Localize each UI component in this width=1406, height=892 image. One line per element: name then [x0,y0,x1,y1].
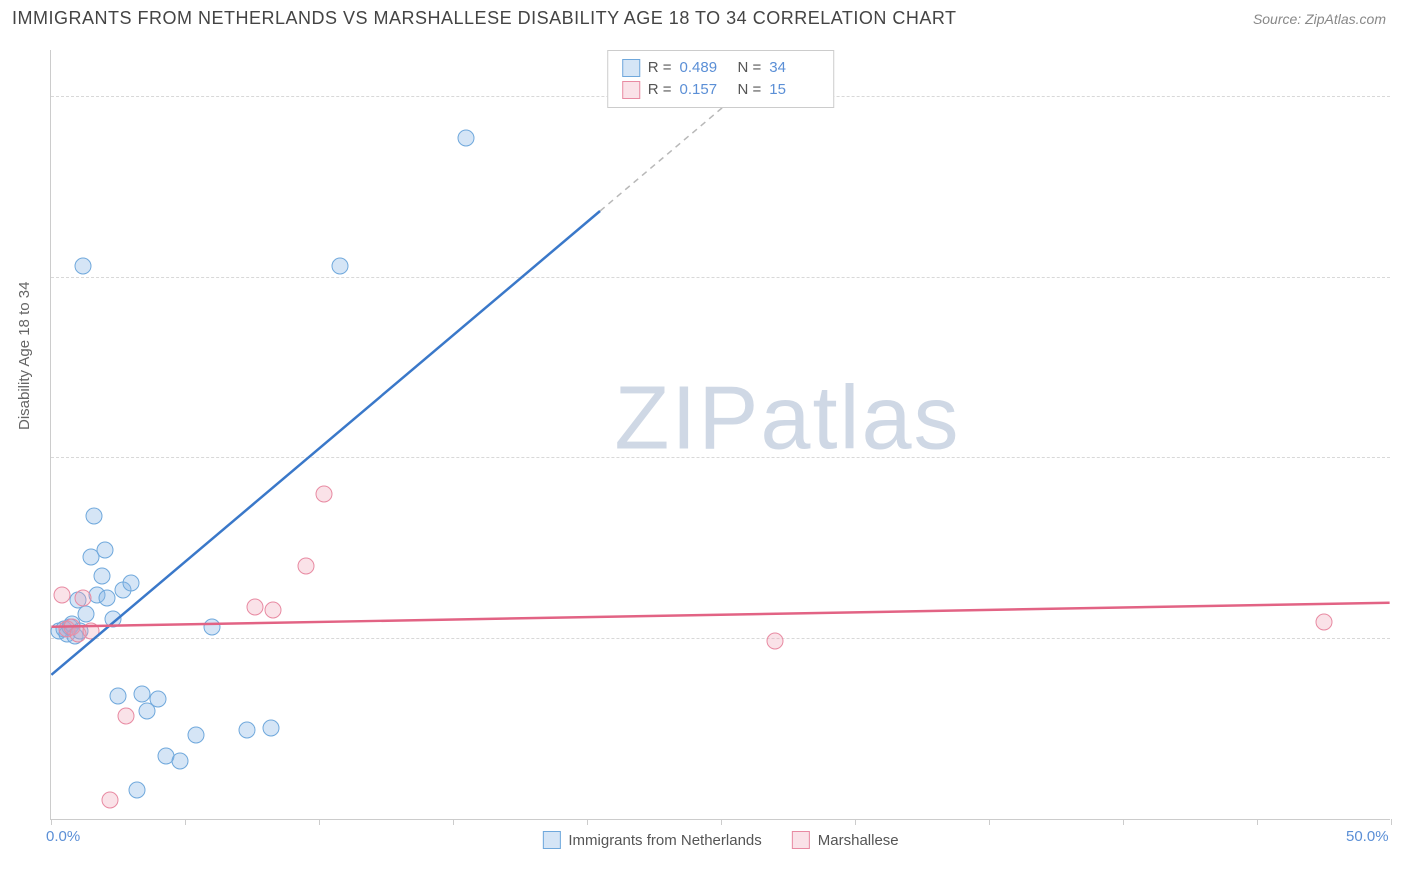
x-tick-label: 0.0% [46,828,80,845]
scatter-point [332,257,349,274]
scatter-point [262,719,279,736]
x-tick [721,819,722,825]
x-tick [1257,819,1258,825]
scatter-point [53,587,70,604]
swatch-blue-icon [622,59,640,77]
series-legend: Immigrants from Netherlands Marshallese [542,831,898,849]
x-tick [587,819,588,825]
x-tick [453,819,454,825]
scatter-point [110,688,127,705]
gridline [51,457,1390,458]
scatter-point [99,589,116,606]
y-tick-label: 15.0% [1395,450,1406,467]
scatter-point [101,791,118,808]
scatter-point [85,507,102,524]
scatter-point [1316,613,1333,630]
scatter-point [297,558,314,575]
x-tick-label: 50.0% [1346,828,1389,845]
swatch-blue-icon [542,831,560,849]
scatter-point [83,623,100,640]
scatter-point [766,632,783,649]
x-tick [1391,819,1392,825]
scatter-point [134,685,151,702]
legend-row-netherlands: R = 0.489 N = 34 [622,57,820,79]
scatter-point [458,130,475,147]
scatter-point [187,726,204,743]
swatch-pink-icon [622,81,640,99]
scatter-point [75,257,92,274]
scatter-point [118,707,135,724]
y-tick-label: 30.0% [1395,89,1406,106]
x-tick [185,819,186,825]
y-tick-label: 22.5% [1395,269,1406,286]
trend-line [51,211,600,675]
legend-row-marshallese: R = 0.157 N = 15 [622,79,820,101]
legend-item-marshallese: Marshallese [792,831,899,849]
scatter-point [246,599,263,616]
scatter-point [238,721,255,738]
swatch-pink-icon [792,831,810,849]
scatter-point [171,753,188,770]
watermark: ZIPatlas [614,368,960,471]
legend-item-netherlands: Immigrants from Netherlands [542,831,761,849]
scatter-point [150,690,167,707]
y-tick-label: 7.5% [1395,630,1406,647]
scatter-point [96,541,113,558]
x-tick [989,819,990,825]
scatter-point [265,601,282,618]
scatter-point [128,782,145,799]
plot-area: ZIPatlas R = 0.489 N = 34 R = 0.157 N = … [50,50,1390,820]
x-tick [1123,819,1124,825]
x-tick [855,819,856,825]
x-tick [319,819,320,825]
chart-title: IMMIGRANTS FROM NETHERLANDS VS MARSHALLE… [12,8,957,29]
x-tick [51,819,52,825]
scatter-point [104,611,121,628]
scatter-point [75,589,92,606]
source-attribution: Source: ZipAtlas.com [1253,11,1386,27]
scatter-point [316,486,333,503]
scatter-point [93,567,110,584]
trend-lines-layer [51,50,1390,819]
scatter-point [123,575,140,592]
scatter-point [203,618,220,635]
scatter-point [77,606,94,623]
correlation-legend: R = 0.489 N = 34 R = 0.157 N = 15 [607,50,835,108]
y-axis-label: Disability Age 18 to 34 [16,282,33,430]
gridline [51,638,1390,639]
gridline [51,277,1390,278]
